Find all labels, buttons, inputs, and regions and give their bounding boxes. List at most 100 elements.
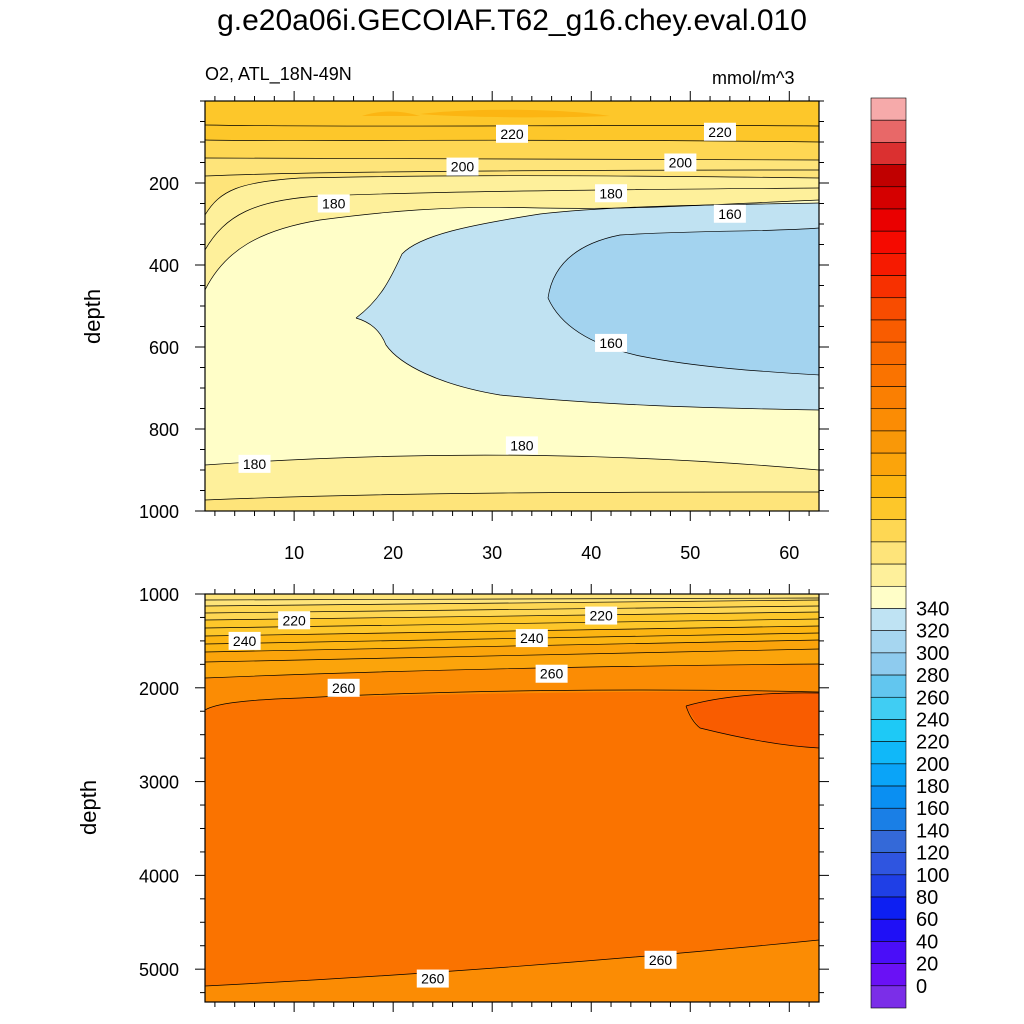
colorbar-label: 100 <box>916 865 949 887</box>
contour-label-box <box>278 611 311 630</box>
colorbar-label: 320 <box>916 621 949 643</box>
colorbar-box <box>870 97 907 121</box>
contour-label: 180 <box>322 196 346 212</box>
colorbar-box <box>870 674 907 698</box>
colorbar: 0204060801001201401601802002202402602803… <box>870 97 949 1009</box>
lower-band-200 <box>205 594 819 606</box>
colorbar-box <box>870 364 907 387</box>
contour-label: 160 <box>718 206 742 222</box>
colorbar-box <box>870 830 907 853</box>
x-tick-label: 30 <box>482 543 502 563</box>
contour-label: 260 <box>332 680 356 696</box>
colorbar-box <box>870 430 907 454</box>
colorbar-label: 180 <box>916 776 949 798</box>
upper-contour-labels: 220 220 200 200 180 180 160 160 180 180 <box>238 122 746 473</box>
colorbar-box <box>870 541 907 565</box>
contour-label-box <box>713 204 746 223</box>
contour-label: 220 <box>708 124 732 140</box>
lower-band-230 <box>205 626 819 652</box>
colorbar-label: 240 <box>916 709 949 731</box>
colorbar-box <box>870 186 907 210</box>
colorbar-box <box>870 941 907 964</box>
colorbar-box <box>870 563 907 587</box>
x-tick-label: 20 <box>383 543 403 563</box>
colorbar-box <box>870 741 907 765</box>
contour-label: 180 <box>243 456 267 472</box>
contour-label-box <box>664 153 697 172</box>
contour-label: 220 <box>500 126 524 142</box>
colorbar-label: 300 <box>916 643 949 665</box>
chart-title: g.e20a06i.GECOIAF.T62_g16.chey.eval.010 <box>217 4 807 37</box>
y-tick-label: 4000 <box>139 866 179 886</box>
x-tick-label: 50 <box>680 543 700 563</box>
contour-label-box <box>535 664 568 683</box>
colorbar-box <box>870 497 907 521</box>
colorbar-box <box>870 475 907 498</box>
colorbar-label: 160 <box>916 798 949 820</box>
contour-label: 180 <box>510 437 534 453</box>
y-tick-label: 400 <box>149 256 179 276</box>
colorbar-box <box>870 341 907 365</box>
colorbar-label: 140 <box>916 820 949 842</box>
contour-label: 200 <box>669 155 693 171</box>
x-tick-label: 10 <box>284 543 304 563</box>
colorbar-box <box>870 142 907 165</box>
lower-band-220 <box>205 612 819 636</box>
colorbar-box <box>870 630 907 654</box>
colorbar-box <box>870 519 907 543</box>
contour-label: 260 <box>649 952 673 968</box>
y-tick-label: 1000 <box>139 585 179 605</box>
contour-label-box <box>515 629 548 648</box>
colorbar-box <box>870 896 907 920</box>
contour-label-box <box>644 950 677 969</box>
colorbar-label: 20 <box>916 954 938 976</box>
upper-filled-contours <box>205 101 819 511</box>
x-tick-label: 60 <box>779 543 799 563</box>
colorbar-box <box>870 208 907 232</box>
contour-label-box <box>327 678 360 697</box>
y-tick-label: 200 <box>149 174 179 194</box>
colorbar-box <box>870 785 907 809</box>
contour-label-box <box>505 436 538 455</box>
colorbar-box <box>870 275 907 299</box>
y-tick-label: 600 <box>149 338 179 358</box>
upper-axis-ticks: 10 20 30 40 50 60 200 400 600 800 1000 <box>139 91 829 563</box>
contour-label-box <box>595 184 628 203</box>
colorbar-box <box>870 985 907 1009</box>
upper-band-200-deep <box>205 492 819 511</box>
contour-label-box <box>703 122 736 141</box>
contour-label: 240 <box>233 633 257 649</box>
y-tick-label: 5000 <box>139 960 179 980</box>
colorbar-box <box>870 652 907 676</box>
lower-band-270 <box>686 692 819 748</box>
colorbar-box <box>870 608 907 631</box>
y-tick-label: 2000 <box>139 679 179 699</box>
colorbar-label: 120 <box>916 843 949 865</box>
lower-band-210 <box>205 600 819 620</box>
colorbar-label: 280 <box>916 665 949 687</box>
contour-label-box <box>595 333 628 352</box>
contour-label: 240 <box>520 630 544 646</box>
upper-band-230-surface <box>362 109 610 118</box>
colorbar-box <box>870 874 907 898</box>
contour-label: 160 <box>599 335 623 351</box>
colorbar-box <box>870 963 907 987</box>
colorbar-label: 80 <box>916 887 938 909</box>
contour-label: 200 <box>451 159 475 175</box>
contour-label: 220 <box>589 608 613 624</box>
contour-label-box <box>238 454 271 473</box>
colorbar-box <box>870 297 907 321</box>
colorbar-box <box>870 918 907 942</box>
colorbar-label: 40 <box>916 931 938 953</box>
colorbar-box <box>870 852 907 876</box>
contour-label: 180 <box>599 185 623 201</box>
colorbar-label: 200 <box>916 754 949 776</box>
upper-panel: 10 20 30 40 50 60 200 400 600 800 1000 220 220 200 20… <box>139 91 829 563</box>
lower-band-240 <box>205 640 819 678</box>
lower-band-250 <box>205 664 819 710</box>
contour-label: 220 <box>282 612 306 628</box>
colorbar-box <box>870 585 907 609</box>
lower-axis-ticks: 1000 2000 3000 4000 5000 <box>139 584 829 1012</box>
